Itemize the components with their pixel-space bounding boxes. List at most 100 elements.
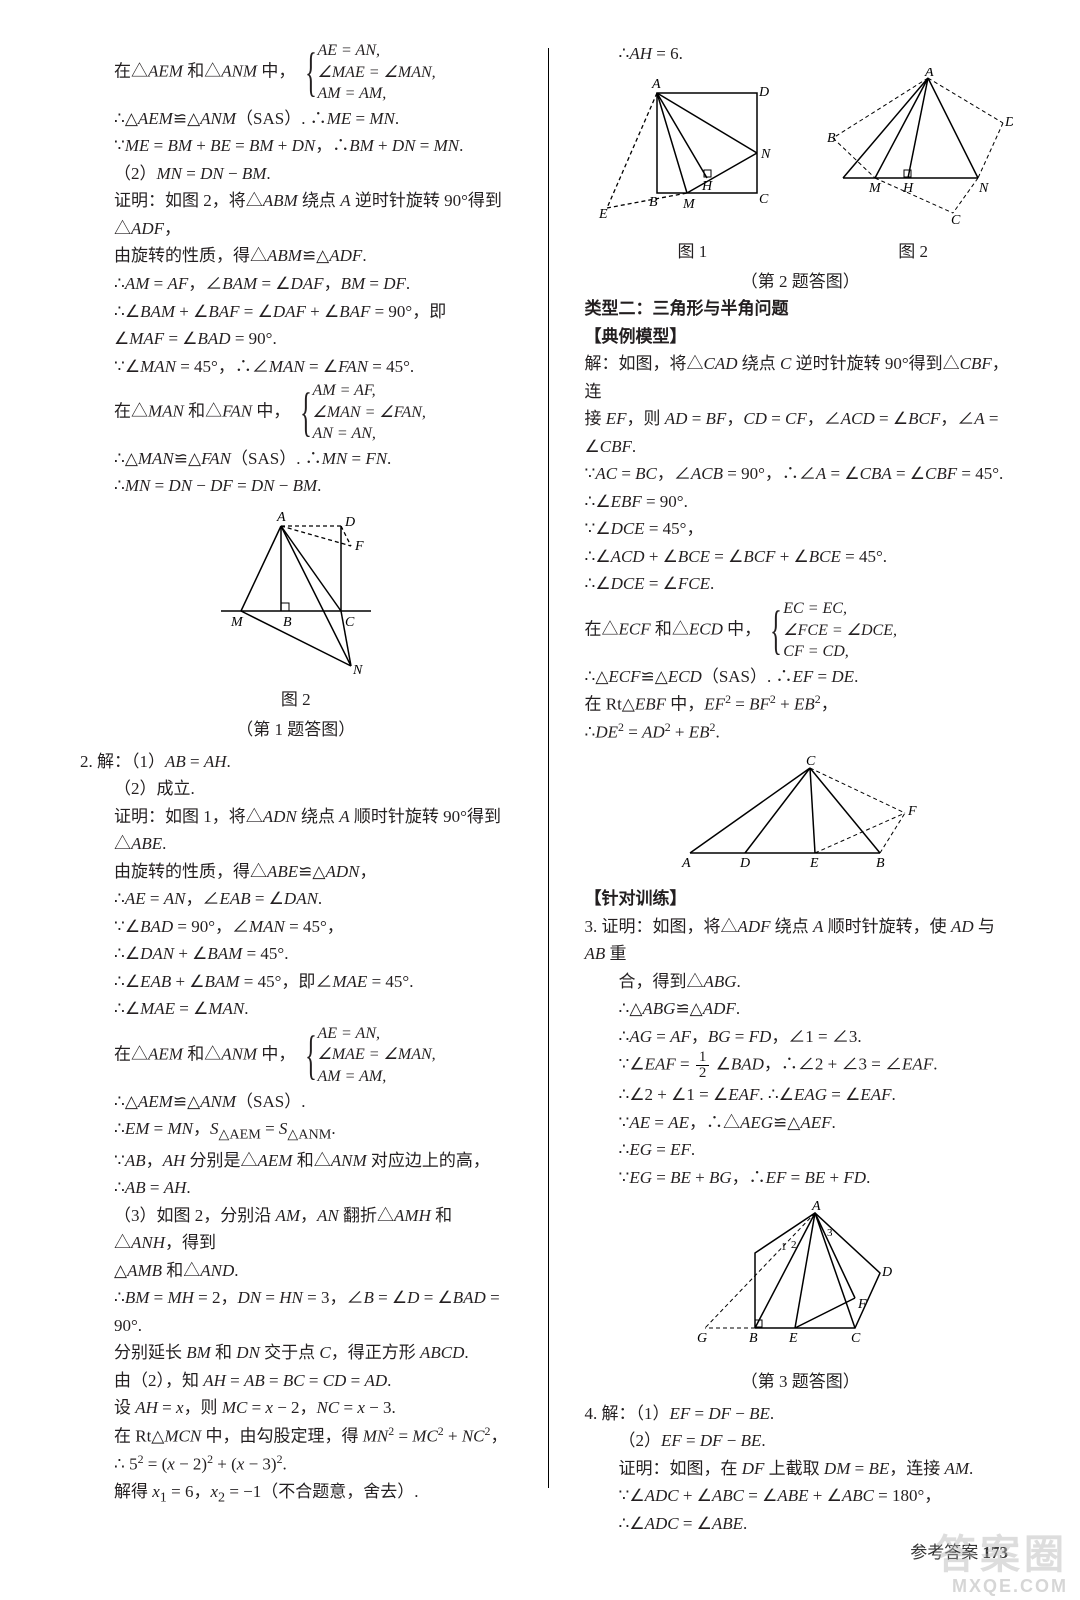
line: 在 Rt△EBF 中，EF2 = BF2 + EB2， — [585, 690, 1017, 718]
brace-block: { EC = EC, ∠FCE = ∠DCE, CF = CD, — [765, 598, 897, 663]
line: 合，得到△ABG. — [585, 968, 1017, 996]
line: （2）成立. — [80, 775, 512, 803]
svg-text:F: F — [354, 539, 364, 554]
figure-q3: A 1 2 3 DF GB EC （第 3 题答图） — [585, 1198, 1017, 1396]
line: ∴△AEM≌△ANM（SAS）. — [80, 1088, 512, 1116]
line: 在 Rt△MCN 中，由勾股定理，得 MN2 = MC2 + NC2， — [80, 1422, 512, 1450]
line: （2）MN = DN − BM. — [80, 160, 512, 188]
brace-block: { AM = AF, ∠MAN = ∠FAN, AN = AN, — [295, 380, 426, 445]
svg-text:D: D — [1004, 115, 1013, 130]
line: 设 AH = x，则 MC = x − 2，NC = x − 3. — [80, 1394, 512, 1422]
line: 接 EF，则 AD = BF，CD = CF，∠ACD = ∠BCF，∠A = … — [585, 405, 1017, 460]
line: ∴△MAN≌△FAN（SAS）. ∴MN = FN. — [80, 445, 512, 473]
line: ∵∠MAN = 45°，∴∠MAN = ∠FAN = 45°. — [80, 353, 512, 381]
svg-text:C: C — [759, 192, 769, 207]
line: ∴△AEM≌△ANM（SAS）. ∴ME = MN. — [80, 105, 512, 133]
line: ∴∠EBF = 90°. — [585, 488, 1017, 516]
svg-text:E: E — [788, 1331, 798, 1346]
column-divider — [548, 48, 549, 1488]
line: 在△MAN 和△FAN 中， { AM = AF, ∠MAN = ∠FAN, A… — [80, 380, 512, 445]
line: 解：如图，将△CAD 绕点 C 逆时针旋转 90°得到△CBF，连 — [585, 350, 1017, 405]
figure-q1: ADF MBC N 图 2 （第 1 题答图） — [80, 506, 512, 744]
section-heading: 【针对训练】 — [585, 885, 1017, 913]
line: 分别延长 BM 和 DN 交于点 C，得正方形 ABCD. — [80, 1339, 512, 1367]
line: ∴AM = AF，∠BAM = ∠DAF，BM = DF. — [80, 270, 512, 298]
line: （2）EF = DF − BE. — [585, 1427, 1017, 1455]
svg-text:M: M — [230, 615, 244, 630]
line: 由（2），知 AH = AB = BC = CD = AD. — [80, 1367, 512, 1395]
line: ∵∠DCE = 45°， — [585, 515, 1017, 543]
line: 在△AEM 和△ANM 中， { AE = AN, ∠MAE = ∠MAN, A… — [80, 1023, 512, 1088]
line: 由旋转的性质，得△ABM≌△ADF. — [80, 242, 512, 270]
svg-text:H: H — [902, 181, 914, 196]
svg-text:C: C — [806, 754, 816, 769]
line: ∴DE2 = AD2 + EB2. — [585, 718, 1017, 746]
line: ∵AE = AE，∴△AEG≌△AEF. — [585, 1109, 1017, 1137]
svg-text:2: 2 — [791, 1239, 797, 1251]
line: ∵EG = BE + BG，∴EF = BE + FD. — [585, 1164, 1017, 1192]
line: ∵AB，AH 分别是△AEM 和△ANM 对应边上的高， — [80, 1147, 512, 1175]
svg-text:N: N — [760, 147, 771, 162]
line: ∴∠MAE = ∠MAN. — [80, 995, 512, 1023]
svg-text:M: M — [682, 197, 696, 212]
fig-label: 图 2 — [813, 238, 1013, 266]
svg-text:A: A — [681, 856, 691, 871]
line: ∴AE = AN，∠EAB = ∠DAN. — [80, 885, 512, 913]
line: ∴EG = EF. — [585, 1136, 1017, 1164]
svg-text:B: B — [283, 615, 292, 630]
line: ∴∠ACD + ∠BCE = ∠BCF + ∠BCE = 45°. — [585, 543, 1017, 571]
brace-block: { AE = AN, ∠MAE = ∠MAN, AM = AM, — [300, 40, 436, 105]
fig-label: 图 1 — [587, 238, 797, 266]
svg-text:D: D — [344, 515, 355, 530]
figure-example: CA DE BF — [585, 753, 1017, 882]
line: ∴AB = AH. — [80, 1174, 512, 1202]
watermark: 答案圈 MXQE.COM — [936, 1522, 1068, 1597]
line: ∴AH = 6. — [585, 40, 1017, 68]
svg-text:C: C — [951, 213, 961, 228]
fig-caption: （第 3 题答图） — [585, 1368, 1017, 1396]
line: 证明：如图 2，将△ABM 绕点 A 逆时针旋转 90°得到△ADF， — [80, 187, 512, 242]
svg-text:F: F — [907, 804, 917, 819]
line: 在△ECF 和△ECD 中， { EC = EC, ∠FCE = ∠DCE, C… — [585, 598, 1017, 663]
svg-text:3: 3 — [827, 1227, 833, 1239]
fig-label: 图 2 — [80, 686, 512, 714]
line: 解得 x1 = 6，x2 = −1（不合题意，舍去）. — [80, 1478, 512, 1509]
fig-caption: （第 1 题答图） — [80, 716, 512, 744]
svg-text:D: D — [758, 85, 769, 100]
line: 3. 证明：如图，将△ADF 绕点 A 顺时针旋转，使 AD 与 AB 重 — [585, 913, 1017, 968]
svg-text:N: N — [352, 663, 363, 676]
line: 由旋转的性质，得△ABE≌△ADN， — [80, 858, 512, 886]
line: （3）如图 2，分别沿 AM，AN 翻折△AMH 和△ANH，得到 — [80, 1202, 512, 1257]
line: ∴△ABG≌△ADF. — [585, 995, 1017, 1023]
svg-text:N: N — [978, 181, 989, 196]
svg-text:1: 1 — [781, 1241, 787, 1253]
line: ∵∠ADC + ∠ABC = ∠ABE + ∠ABC = 180°， — [585, 1482, 1017, 1510]
svg-text:B: B — [827, 131, 836, 146]
svg-text:B: B — [649, 195, 658, 210]
line: ∴∠2 + ∠1 = ∠EAF. ∴∠EAG = ∠EAF. — [585, 1081, 1017, 1109]
line: ∴MN = DN − DF = DN − BM. — [80, 472, 512, 500]
line: △AMB 和△AND. — [80, 1257, 512, 1285]
line: ∵∠BAD = 90°，∠MAN = 45°， — [80, 913, 512, 941]
svg-text:E: E — [598, 207, 608, 222]
line: 证明：如图，在 DF 上截取 DM = BE，连接 AM. — [585, 1455, 1017, 1483]
line: ∴BM = MH = 2，DN = HN = 3，∠B = ∠D = ∠BAD … — [80, 1284, 512, 1339]
line: ∵∠EAF = 1 2 ∠BAD，∴∠2 + ∠3 = ∠EAF. — [585, 1050, 1017, 1081]
svg-text:D: D — [881, 1265, 892, 1280]
section-heading: 类型二：三角形与半角问题 — [585, 295, 1017, 323]
line: ∴∠EAB + ∠BAM = 45°，即∠MAE = 45°. — [80, 968, 512, 996]
fig-caption: （第 2 题答图） — [585, 268, 1017, 296]
line: ∴EM = MN，S△AEM = S△ANM. — [80, 1115, 512, 1146]
figure-q2: A D N C B M E H 图 1 — [585, 68, 1017, 266]
line: ∴ 52 = (x − 2)2 + (x − 3)2. — [80, 1450, 512, 1478]
text: 在△AEM 和△ANM 中， — [114, 61, 295, 80]
line: ∵AC = BC，∠ACB = 90°，∴∠A = ∠CBA = ∠CBF = … — [585, 460, 1017, 488]
brace-block: { AE = AN, ∠MAE = ∠MAN, AM = AM, — [300, 1023, 436, 1088]
svg-text:A: A — [651, 77, 661, 92]
line: ∴∠DAN + ∠BAM = 45°. — [80, 940, 512, 968]
line: ∴∠BAM + ∠BAF = ∠DAF + ∠BAF = 90°，即 — [80, 298, 512, 326]
line: ∴∠DCE = ∠FCE. — [585, 570, 1017, 598]
svg-text:D: D — [739, 856, 750, 871]
svg-text:A: A — [811, 1199, 821, 1214]
svg-text:C: C — [345, 615, 355, 630]
